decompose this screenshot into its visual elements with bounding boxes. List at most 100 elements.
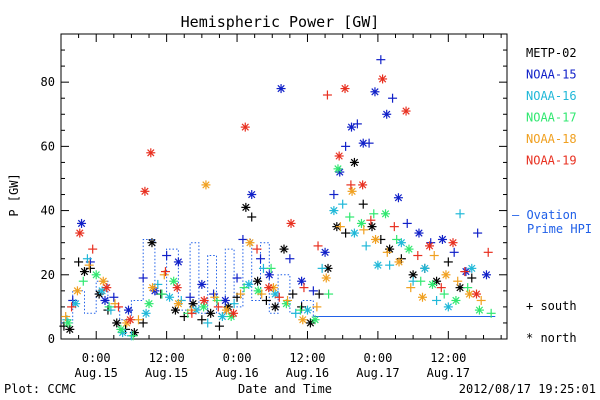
data-point-north: [217, 312, 227, 322]
x-tick-label-time: 0:00: [82, 351, 111, 365]
data-point-south: [78, 276, 88, 286]
x-tick-label-date: Aug.17: [427, 366, 470, 380]
legend-entry-noaa-15: NOAA-15: [526, 68, 577, 82]
legend: METP-02 NOAA-15 NOAA-16 NOAA-17 NOAA-18 NOAA-…: [512, 46, 592, 236]
legend-entry-metp-02: METP-02: [526, 46, 577, 60]
data-point-north: [125, 315, 135, 325]
chart-title: Hemispheric Power [GW]: [181, 13, 380, 31]
data-point-south: [61, 312, 71, 322]
data-point-north: [98, 276, 108, 286]
data-point-north: [356, 218, 366, 228]
data-point-north: [197, 279, 207, 289]
data-point-south: [341, 228, 351, 238]
data-point-south: [335, 222, 345, 232]
data-point-south: [187, 308, 197, 318]
data-point-north: [394, 257, 404, 267]
data-point-north: [63, 318, 73, 328]
data-point-north: [437, 234, 447, 244]
marker-legend-south: + south: [526, 299, 577, 313]
y-tick-label: 20: [41, 268, 55, 282]
data-point-north: [241, 202, 251, 212]
data-point-north: [116, 324, 126, 334]
data-point-north: [244, 279, 254, 289]
data-point-south: [486, 308, 496, 318]
data-point-south: [258, 263, 268, 273]
data-point-north: [481, 270, 491, 280]
data-point-south: [416, 276, 426, 286]
data-point-south: [366, 215, 376, 225]
x-axis-label: Date and Time: [238, 382, 332, 396]
data-point-south: [369, 209, 379, 219]
data-point-north: [146, 148, 156, 158]
data-point-north: [276, 84, 286, 94]
x-tick-label-time: 0:00: [223, 351, 252, 365]
data-point-south: [460, 267, 470, 277]
data-point-south: [314, 289, 324, 299]
data-point-north: [298, 315, 308, 325]
legend-entry-noaa-19: NOAA-19: [526, 154, 577, 168]
data-point-north: [240, 122, 250, 132]
data-point-north: [229, 308, 239, 318]
x-tick-label-time: 0:00: [363, 351, 392, 365]
data-point-north: [378, 74, 388, 84]
data-point-south: [285, 254, 295, 264]
data-points: [59, 55, 496, 341]
data-point-south: [361, 241, 371, 251]
data-point-north: [334, 151, 344, 161]
data-point-south: [389, 222, 399, 232]
data-point-south: [266, 263, 276, 273]
data-point-north: [474, 305, 484, 315]
data-point-north: [148, 283, 158, 293]
data-point-north: [201, 180, 211, 190]
legend-entry-noaa-18: NOAA-18: [526, 132, 577, 146]
data-point-south: [467, 273, 477, 283]
data-point-south: [385, 260, 395, 270]
y-axis-ticks: 0 20 40 60 80: [41, 49, 507, 346]
data-point-north: [100, 295, 110, 305]
data-point-south: [128, 331, 138, 341]
plot-timestamp: 2012/08/17 19:25:01: [459, 382, 596, 396]
data-point-south: [288, 289, 298, 299]
data-point-north: [467, 263, 477, 273]
marker-legend-north: * north: [526, 331, 577, 345]
data-point-south: [453, 276, 463, 286]
data-point-north: [310, 315, 320, 325]
data-point-north: [347, 186, 357, 196]
data-point-south: [436, 283, 446, 293]
data-point-south: [295, 305, 305, 315]
data-point-south: [299, 283, 309, 293]
data-point-south: [239, 283, 249, 293]
data-point-south: [359, 225, 369, 235]
data-point-north: [346, 122, 356, 132]
data-point-north: [414, 228, 424, 238]
data-point-south: [382, 247, 392, 257]
data-point-south: [312, 302, 322, 312]
data-point-south: [352, 119, 362, 129]
data-point-north: [123, 305, 133, 315]
data-point-north: [264, 270, 274, 280]
data-point-south: [413, 251, 423, 261]
data-point-north: [147, 238, 157, 248]
data-point-south: [74, 257, 84, 267]
data-point-south: [232, 273, 242, 283]
data-point-south: [443, 257, 453, 267]
data-point-south: [308, 286, 318, 296]
data-point-south: [322, 90, 332, 100]
data-point-south: [247, 212, 257, 222]
data-point-south: [197, 315, 207, 325]
data-point-south: [153, 279, 163, 289]
data-point-south: [162, 251, 172, 261]
data-point-south: [160, 267, 170, 277]
data-point-south: [138, 273, 148, 283]
data-point-north: [441, 270, 451, 280]
data-point-south: [449, 247, 459, 257]
data-point-north: [396, 238, 406, 248]
data-point-north: [264, 283, 274, 293]
x-tick-label-date: Aug.16: [215, 366, 258, 380]
data-point-north: [373, 260, 383, 270]
data-point-north: [323, 263, 333, 273]
data-point-north: [349, 228, 359, 238]
data-point-south: [236, 289, 246, 299]
data-point-north: [305, 318, 315, 328]
